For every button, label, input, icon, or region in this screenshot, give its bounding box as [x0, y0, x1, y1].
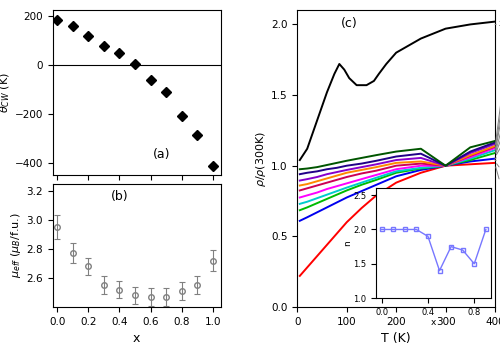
X-axis label: x: x	[133, 332, 140, 343]
Y-axis label: $\mu_{eff}$ ($\mu_B$/f.u.): $\mu_{eff}$ ($\mu_B$/f.u.)	[10, 212, 24, 278]
Text: x = 1.0: x = 1.0	[495, 19, 500, 28]
Text: 0.7: 0.7	[496, 87, 500, 150]
Text: 0.1: 0.1	[496, 164, 500, 181]
Text: 0.6: 0.6	[496, 105, 500, 152]
Text: 0.4: 0.4	[496, 133, 500, 155]
Y-axis label: $\theta_{CW}$ (K): $\theta_{CW}$ (K)	[0, 72, 12, 113]
Y-axis label: $\rho/\rho$(300K): $\rho/\rho$(300K)	[254, 131, 268, 187]
Text: 0: 0	[496, 167, 500, 193]
X-axis label: T (K): T (K)	[382, 332, 411, 343]
Text: 0.5: 0.5	[496, 120, 500, 153]
Text: (a): (a)	[154, 149, 171, 162]
Text: 0.3: 0.3	[495, 147, 500, 158]
Text: 0.8: 0.8	[496, 73, 500, 149]
Text: 0.9: 0.9	[496, 58, 500, 145]
Text: (b): (b)	[112, 190, 129, 203]
Text: 0.2: 0.2	[495, 160, 500, 169]
Text: (c): (c)	[341, 16, 357, 29]
